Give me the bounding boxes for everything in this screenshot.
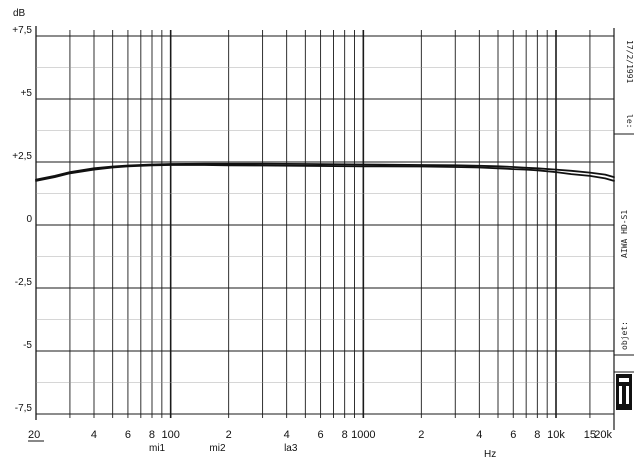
x-tick-label: 10k	[547, 429, 565, 441]
x-tick-label: 100	[161, 429, 179, 441]
x-tick-label: 15	[584, 429, 596, 441]
y-tick-label: -7,5	[15, 403, 33, 414]
y-tick-labels: +7,5 +5 +2,5 0 -2,5 -5 -7,5	[12, 25, 32, 414]
x-tick-label: 4	[91, 429, 97, 441]
y-tick-label: +2,5	[12, 151, 32, 162]
y-axis-label: dB	[13, 8, 26, 19]
note-annotation: mi2	[209, 443, 226, 454]
x-axis-label: Hz	[484, 449, 496, 459]
horizontal-grid	[36, 35, 614, 415]
date-label: 17/2/1991	[625, 40, 634, 84]
x-tick-label: 20	[28, 429, 40, 441]
y-tick-label: +7,5	[12, 25, 32, 36]
x-annotations: mi1 mi2 la3	[149, 443, 298, 454]
y-tick-label: -5	[23, 340, 32, 351]
x-tick-label: 8	[342, 429, 348, 441]
note-annotation: mi1	[149, 443, 166, 454]
y-tick-label: -2,5	[15, 277, 33, 288]
objet-label: objet:	[620, 321, 629, 350]
x-tick-label: 6	[318, 429, 324, 441]
x-tick-label: 8	[534, 429, 540, 441]
side-info-strip: 17/2/1991 le: AIWA HD-S1 objet:	[613, 28, 634, 430]
x-tick-label: 6	[510, 429, 516, 441]
ut-logo	[616, 374, 632, 410]
le-label: le:	[625, 114, 634, 128]
response-curve-2	[35, 164, 615, 182]
response-curves	[35, 162, 615, 182]
note-annotation: la3	[284, 443, 298, 454]
y-tick-label: 0	[26, 214, 32, 225]
x-tick-label: 6	[125, 429, 131, 441]
x-tick-label: 2	[418, 429, 424, 441]
vertical-grid	[35, 26, 615, 420]
x-tick-label: 4	[476, 429, 482, 441]
y-tick-label: +5	[21, 88, 33, 99]
x-tick-label: 8	[149, 429, 155, 441]
x-tick-label: 4	[284, 429, 290, 441]
x-tick-label: 2	[226, 429, 232, 441]
x-tick-label: 1000	[351, 429, 375, 441]
response-curve-1	[35, 162, 615, 181]
model-label: AIWA HD-S1	[620, 210, 629, 258]
x-tick-label: 20k	[594, 429, 612, 441]
